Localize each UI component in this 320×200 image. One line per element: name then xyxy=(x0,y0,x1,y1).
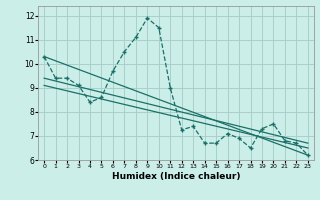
X-axis label: Humidex (Indice chaleur): Humidex (Indice chaleur) xyxy=(112,172,240,181)
